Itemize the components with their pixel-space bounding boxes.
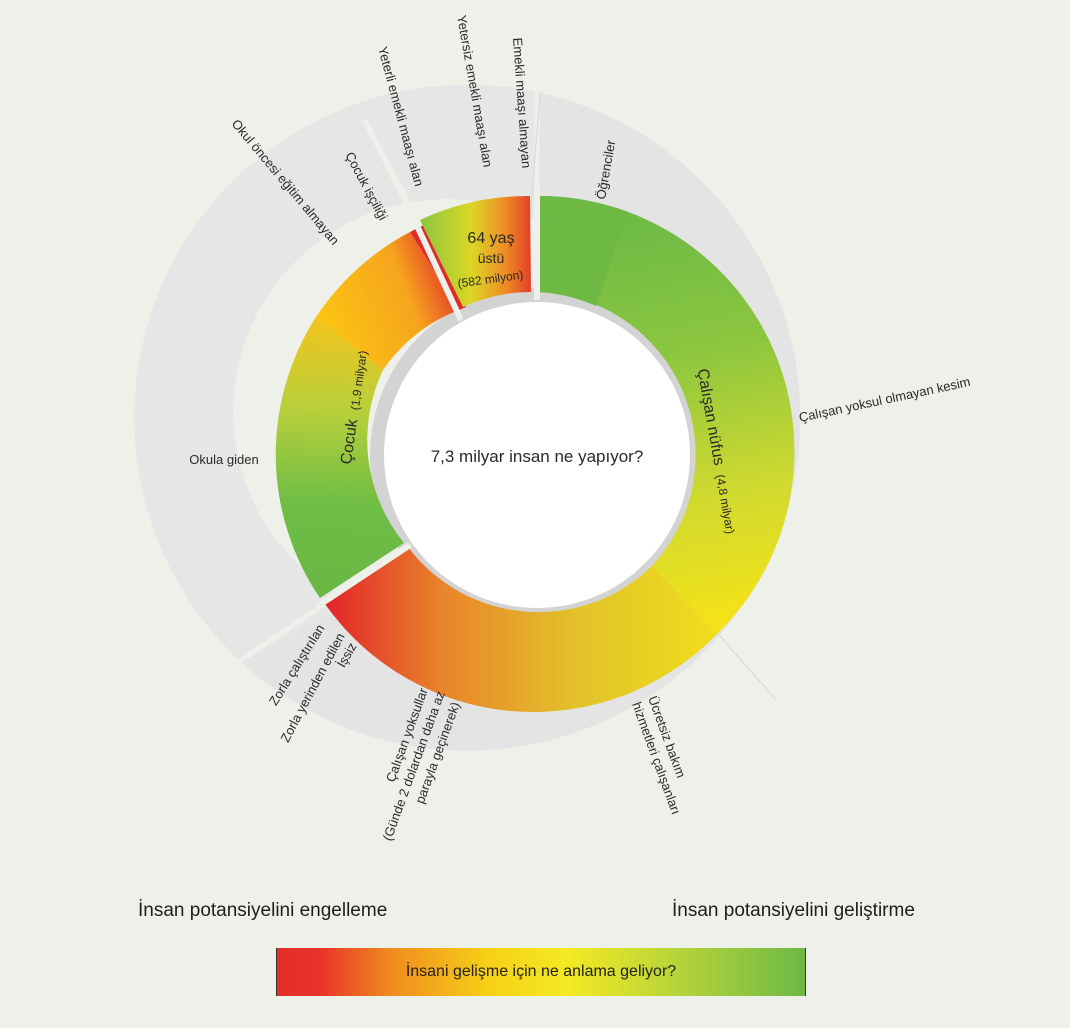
elderly-label-line1: 64 yaş (467, 230, 514, 247)
segment-working-poor (325, 547, 717, 713)
center-circle-top (386, 304, 688, 606)
center-title: 7,3 milyar insan ne yapıyor? (431, 447, 644, 466)
legend-gradient-bar: İnsani gelişme için ne anlama geliyor? (276, 948, 806, 996)
outer-ring-left (134, 84, 537, 661)
children-main: Çocuk (338, 417, 361, 465)
elderly-label-line2: üstü (478, 250, 504, 266)
segment-students (537, 195, 628, 306)
segment-children-school (275, 317, 404, 598)
label-in-school: Okula giden (189, 452, 258, 467)
segment-gaps (316, 190, 540, 609)
legend-right-label: İnsan potansiyelini geliştirme (672, 900, 915, 921)
label-not-poor: Çalışan yoksul olmayan kesim (798, 374, 972, 425)
segment-children-preschool (316, 232, 459, 370)
legend-left-label: İnsan potansiyelini engelleme (138, 900, 388, 921)
segment-elderly (420, 195, 531, 307)
segment-working-population (537, 195, 795, 634)
legend-bar-label: İnsani gelişme için ne anlama geliyor? (405, 963, 677, 980)
